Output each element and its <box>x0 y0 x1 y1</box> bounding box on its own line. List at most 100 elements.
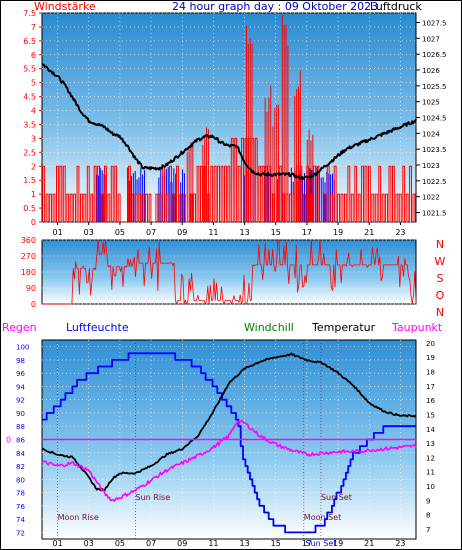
wind-bar <box>368 165 371 222</box>
wind-bar <box>230 137 234 222</box>
wind-bar <box>196 165 200 222</box>
temperature-tick-label: 10 <box>426 483 435 491</box>
temperature-tick-label: 15 <box>426 411 435 419</box>
wind-tick-label: 7 <box>31 23 36 32</box>
hour-tick-label-bottom: 21 <box>364 539 374 548</box>
wind-tick-label: 6 <box>31 51 36 60</box>
humidity-tick-label: 86 <box>16 437 25 445</box>
wind-bar <box>179 193 183 222</box>
temperature-tick-label: 18 <box>426 368 435 376</box>
hour-tick-label-bottom: 15 <box>271 539 281 548</box>
wind-bar <box>155 193 159 222</box>
direction-axis-ticks: 0 90 180 270 360 <box>21 236 36 309</box>
wind-bar <box>169 165 172 222</box>
annotation-label: Moon Rise <box>58 513 99 522</box>
wind-bar <box>220 165 224 222</box>
temperature-tick-label: 8 <box>426 512 430 520</box>
wind-tick-label: 7.5 <box>23 9 36 18</box>
hour-tick-label: 07 <box>146 228 156 237</box>
wind-bar <box>405 193 409 222</box>
hour-tick-label: 01 <box>52 228 62 237</box>
wind-bar <box>110 165 114 222</box>
wind-bar <box>234 137 238 222</box>
wind-bar <box>333 165 337 222</box>
temperature-tick-label: 13 <box>426 440 435 448</box>
wind-bar <box>227 165 231 222</box>
hour-tick-label: 21 <box>364 228 374 237</box>
wind-bar <box>409 165 412 222</box>
compass-label: N <box>436 306 444 319</box>
pressure-tick-label: 1027 <box>422 35 440 43</box>
wind-bar <box>114 165 118 222</box>
wind-bar <box>357 193 361 222</box>
direction-tick-label: 270 <box>21 252 36 261</box>
hour-tick-label-bottom: 01 <box>52 539 62 548</box>
wind-bar <box>134 193 138 222</box>
header-title: 24 hour graph day : 09 Oktober 2023 <box>172 0 378 13</box>
wind-tick-label: 2 <box>31 162 36 171</box>
wind-bar <box>128 165 131 222</box>
wind-bar <box>337 193 340 222</box>
humidity-tick-label: 90 <box>16 410 25 418</box>
temperature-tick-label: 20 <box>426 340 435 348</box>
wind-bar <box>138 193 142 222</box>
wind-bar <box>141 193 145 222</box>
wind-tick-label: 0.5 <box>23 204 36 213</box>
wind-bar <box>93 165 97 222</box>
humidity-tick-label: 84 <box>16 450 25 458</box>
direction-tick-label: 360 <box>21 236 36 245</box>
wind-bar <box>80 193 83 222</box>
header-wind-label: Windstärke <box>34 0 96 13</box>
wind-bar <box>69 193 73 222</box>
wind-bar <box>388 165 392 222</box>
humidity-tick-label: 100 <box>16 344 29 352</box>
wind-bar <box>241 137 244 222</box>
compass-label: O <box>436 289 445 302</box>
wind-bar <box>100 193 104 222</box>
temperature-series <box>41 352 417 534</box>
compass-label: N <box>436 238 444 251</box>
hour-tick-label-bottom: 07 <box>146 539 156 548</box>
wind-tick-label: 3.5 <box>23 120 36 129</box>
compass-label: W <box>435 255 446 268</box>
wind-bar <box>395 193 399 222</box>
wind-bar <box>398 193 402 222</box>
humidity-tick-label: 80 <box>16 476 25 484</box>
temperature-tick-label: 12 <box>426 454 435 462</box>
wind-pressure-grid <box>42 12 416 223</box>
pressure-tick-label: 1023 <box>422 162 440 170</box>
temperature-axis-ticks: 7 8 9 10 11 12 13 14 15 16 17 18 19 20 <box>426 340 435 534</box>
wind-bar <box>117 193 121 222</box>
header-pressure-label: Luftdruck <box>370 0 422 13</box>
direction-tick-label: 180 <box>21 268 36 277</box>
wind-bar <box>49 193 52 222</box>
wind-bar <box>402 165 406 222</box>
temperature-tick-label: 7 <box>426 526 430 534</box>
wind-bar <box>165 193 169 222</box>
hour-tick-label: 03 <box>84 228 94 237</box>
wind-bar <box>323 193 327 222</box>
wind-bar <box>217 165 220 222</box>
wind-bar <box>97 165 100 222</box>
pressure-line <box>41 63 417 180</box>
wind-bar <box>210 165 214 222</box>
wind-tick-label: 3 <box>31 134 36 143</box>
hour-tick-label: 17 <box>302 228 312 237</box>
wind-bar <box>107 193 111 222</box>
wind-bar <box>361 165 364 222</box>
hour-tick-label: 13 <box>239 228 249 237</box>
pressure-tick-label: 1022.5 <box>422 178 447 186</box>
wind-tick-label: 4.5 <box>23 93 36 102</box>
temperature-tick-label: 14 <box>426 426 435 434</box>
wind-bar <box>176 165 179 222</box>
temperature-legend: Regen Luftfeuchte Windchill Temperatur Taupu… <box>2 321 443 334</box>
wind-bar <box>392 165 395 222</box>
wind-bar <box>213 165 217 222</box>
wind-bar <box>52 193 56 222</box>
wind-axis-ticks: 0 0.5 1 1.5 2 2.5 3 3.5 4 4.5 5 5.5 6 6.5 7 7.5 <box>23 9 42 227</box>
wind-bar <box>66 193 70 222</box>
legend-label: Taupunkt <box>391 321 443 334</box>
pressure-tick-label: 1024 <box>422 130 440 138</box>
annotation-label: Moon Set <box>304 513 341 522</box>
